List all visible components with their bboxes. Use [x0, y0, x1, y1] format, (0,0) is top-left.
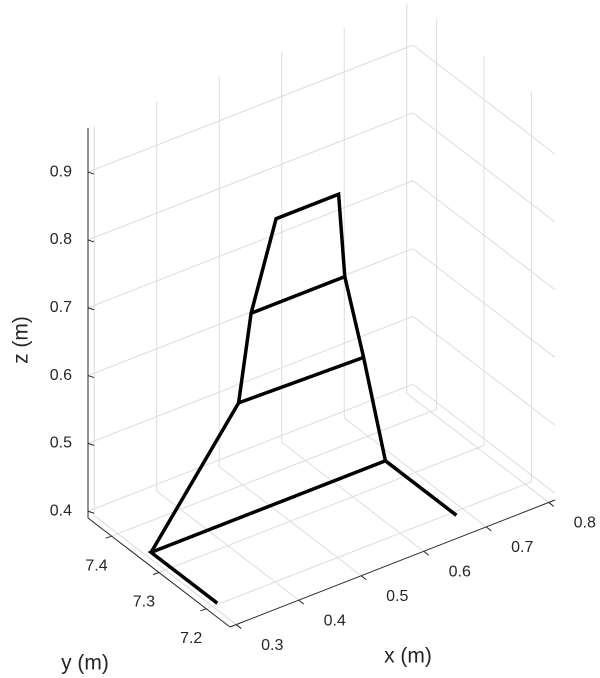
- line: [250, 274, 346, 315]
- grid-line: [412, 112, 556, 223]
- line: [149, 191, 388, 554]
- z-tick-label: 0.4: [50, 502, 72, 519]
- y-tick: [152, 572, 160, 575]
- x-tick-label: 0.6: [449, 564, 471, 581]
- grid-line: [87, 383, 414, 512]
- grid-line: [87, 112, 414, 241]
- x-tick-label: 0.8: [574, 515, 596, 532]
- x-tick: [235, 624, 242, 629]
- z-tick-label: 0.6: [50, 367, 72, 384]
- z-tick-label: 0.7: [50, 299, 72, 316]
- x-tick-label: 0.3: [261, 637, 283, 654]
- z-axis-label: z (m): [10, 316, 33, 364]
- x-tick: [485, 526, 492, 532]
- x-axis: [229, 499, 556, 628]
- y-tick-label: 7.2: [180, 630, 202, 647]
- grid-line: [412, 248, 556, 358]
- z-tick-label: 0.9: [50, 163, 72, 180]
- x-tick-label: 0.7: [511, 539, 533, 556]
- z-tick: [87, 171, 95, 175]
- y-tick: [105, 535, 112, 539]
- grid-line: [87, 315, 414, 444]
- x-tick: [360, 575, 367, 581]
- y-axis-label: y (m): [61, 652, 109, 675]
- grid-line: [412, 315, 556, 426]
- x-axis-label: x (m): [384, 645, 432, 668]
- y-tick-label: 7.4: [85, 557, 107, 574]
- grid-line: [412, 383, 556, 494]
- grid-line: [87, 180, 414, 309]
- x-tick: [548, 502, 555, 507]
- z-tick-label: 0.5: [50, 435, 72, 452]
- y-tick-label: 7.3: [133, 594, 155, 611]
- grid-line: [158, 445, 485, 573]
- line: [147, 458, 458, 605]
- z-tick: [87, 510, 95, 514]
- z-tick: [87, 307, 95, 311]
- grid-line: [87, 44, 414, 173]
- z-tick-label: 0.8: [50, 231, 72, 248]
- z-tick: [87, 442, 95, 446]
- grid-line: [206, 481, 532, 610]
- x-tick: [298, 599, 305, 605]
- x-tick: [423, 550, 430, 556]
- z-tick: [87, 239, 95, 243]
- grid-line: [111, 408, 437, 537]
- x-tick-label: 0.5: [386, 588, 408, 605]
- grid-line: [412, 180, 556, 291]
- y-tick: [200, 608, 207, 612]
- line: [238, 355, 365, 405]
- grid-line: [412, 44, 556, 155]
- z-tick: [87, 375, 95, 379]
- x-tick-label: 0.4: [324, 612, 346, 629]
